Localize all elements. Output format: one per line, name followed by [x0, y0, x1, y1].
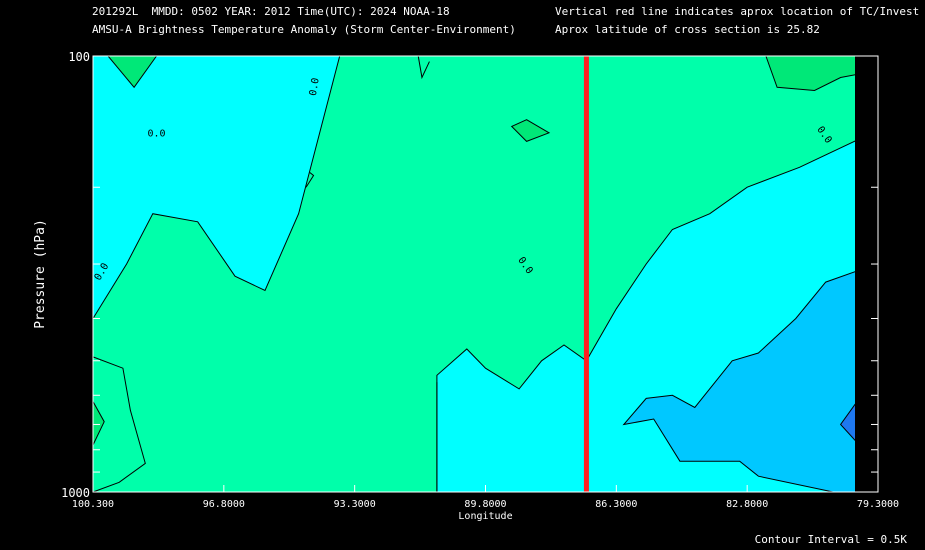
- x-tick-label: 96.8000: [203, 499, 245, 510]
- y-axis-label: Pressure (hPa): [33, 219, 48, 329]
- contour-region-2: [622, 269, 860, 493]
- contour-label: 0.0: [308, 77, 322, 97]
- x-tick-label: 86.3000: [595, 499, 637, 510]
- x-tick-label: 100.300: [72, 499, 114, 510]
- x-tick-label: 79.3000: [857, 499, 899, 510]
- x-tick-label: 82.8000: [726, 499, 768, 510]
- contour-line: [305, 172, 315, 188]
- header-line-2: AMSU-A Brightness Temperature Anomaly (S…: [92, 23, 516, 36]
- contour-regions: [92, 55, 878, 493]
- x-tick-label: 93.3000: [334, 499, 376, 510]
- contour-line: [417, 55, 430, 80]
- x-axis-label: Longitude: [458, 511, 512, 522]
- header-line-1: 201292L MMDD: 0502 YEAR: 2012 Time(UTC):…: [92, 5, 450, 18]
- x-tick-label: 89.8000: [464, 499, 506, 510]
- header-line-4: Aprox latitude of cross section is 25.82: [555, 23, 820, 36]
- contour-interval-note: Contour Interval = 0.5K: [754, 533, 907, 546]
- contour-region-6: [510, 119, 551, 142]
- y-tick-label: 100: [68, 50, 90, 64]
- header-line-3: Vertical red line indicates aprox locati…: [555, 5, 920, 18]
- contour-label: 0.0: [148, 129, 166, 140]
- y-tick-label: 1000: [61, 486, 90, 500]
- no-data-strip: [855, 56, 878, 492]
